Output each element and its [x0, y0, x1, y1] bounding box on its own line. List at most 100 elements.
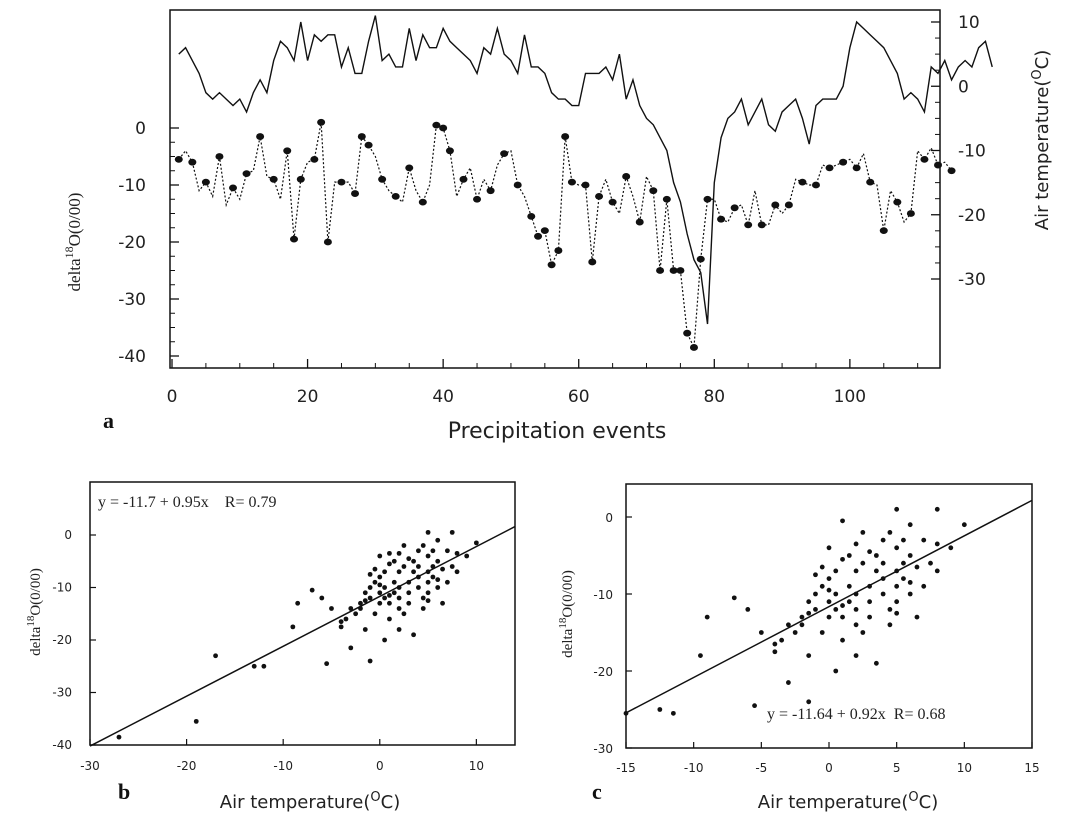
delta18o-point	[947, 167, 956, 175]
panel-c-point	[853, 607, 859, 612]
air-temperature-series	[178, 15, 993, 325]
panel-b-point	[387, 592, 392, 598]
panel-c-point	[819, 583, 825, 589]
panel-c-point	[840, 603, 845, 608]
delta18o-point	[649, 187, 658, 195]
panel-b-point	[411, 558, 416, 564]
panel-a-x-tick-label: 40	[432, 387, 454, 407]
delta18o-point	[595, 193, 604, 200]
panel-b-point	[425, 598, 431, 604]
panel-b-point	[382, 585, 388, 590]
panel-a-x-tick-label: 20	[297, 387, 319, 407]
panel-b-y-tick-label: -40	[52, 738, 72, 752]
panel-b-point	[387, 561, 392, 567]
panel-a-right-tick-label: -20	[958, 206, 986, 226]
panel-a-y-left-title: delta18O(0/00)	[62, 193, 84, 292]
panel-b-point	[430, 564, 436, 569]
panel-b-point	[425, 529, 431, 535]
panel-b-point	[358, 606, 363, 611]
panel-b-point	[338, 624, 344, 630]
panel-c-point	[853, 653, 859, 658]
panel-c-point	[934, 541, 940, 547]
panel-c-point	[826, 576, 832, 581]
panel-b-point	[261, 663, 267, 669]
panel-c-point	[880, 576, 886, 581]
delta18o-point	[662, 195, 671, 203]
panel-b-point	[444, 548, 450, 554]
panel-c-point	[961, 522, 967, 528]
delta18o-point	[771, 201, 780, 209]
panel-c-point	[813, 607, 818, 612]
delta18o-point	[391, 193, 400, 200]
delta18o-point	[669, 267, 678, 274]
delta-suffix: O(0/00)	[65, 193, 84, 247]
panel-c-point	[833, 591, 839, 597]
c-air-sup: O	[908, 790, 918, 805]
panel-b-y-tick-label: -30	[52, 686, 72, 700]
delta18o-point	[378, 175, 387, 183]
panel-c-point	[873, 660, 879, 666]
panel-c-point	[833, 568, 839, 574]
delta18o-point	[561, 133, 570, 140]
c-delta-suffix: O(0/00)	[560, 570, 576, 618]
delta18o-point	[717, 215, 726, 223]
panel-b-point	[396, 606, 402, 611]
panel-c-point	[840, 614, 845, 620]
panel-b-point	[367, 658, 373, 664]
panel-c-point	[853, 622, 859, 628]
panel-b-x-title: Air temperature(OC)	[220, 790, 400, 813]
panel-a-right-axis: 10 0 -10 -20 -30	[931, 13, 986, 290]
c-delta-sup: 18	[557, 617, 569, 629]
panel-c-letter: c	[592, 779, 602, 804]
panel-b-point	[416, 564, 421, 569]
panel-c-point	[867, 583, 872, 589]
panel-c-point	[772, 649, 778, 655]
delta18o-point	[418, 198, 427, 206]
panel-c-points	[623, 506, 967, 716]
panel-c-x-tick-label: -5	[755, 761, 767, 775]
delta18o-point	[351, 190, 360, 197]
panel-c-point	[779, 637, 785, 643]
panel-b-point	[406, 556, 412, 562]
panel-b-point	[401, 611, 407, 617]
b-delta-suffix: O(0/00)	[28, 568, 44, 616]
panel-b-point	[416, 574, 421, 580]
delta18o-point	[534, 232, 543, 240]
panel-a-letter: a	[103, 408, 114, 433]
delta18o-point	[798, 178, 807, 186]
delta18o-point	[439, 124, 448, 132]
c-air-prefix: Air temperature(	[758, 792, 909, 813]
panel-c-point	[860, 630, 866, 635]
panel-c-point	[840, 518, 845, 524]
air-prefix: Air temperature(	[1032, 80, 1053, 231]
delta18o-point	[934, 161, 942, 169]
air-temperature-line	[178, 15, 993, 325]
panel-b-point	[473, 540, 479, 546]
panel-c-regression-line	[625, 499, 1033, 714]
panel-c-point	[934, 506, 940, 512]
panel-b-point	[338, 619, 344, 625]
delta18o-point	[290, 235, 299, 243]
delta18o-point	[906, 210, 915, 217]
panel-c-x-tick-label: -15	[616, 761, 636, 775]
panel-b-point	[464, 553, 470, 559]
delta18o-point	[256, 133, 265, 140]
panel-c-point	[786, 622, 791, 628]
panel-c-point	[860, 560, 866, 566]
delta18o-point	[500, 150, 509, 158]
air-suffix: C)	[1032, 50, 1053, 70]
panel-c-point	[799, 622, 805, 628]
panel-c-point	[846, 583, 852, 589]
panel-b-point	[290, 624, 296, 630]
panel-c-point	[901, 560, 906, 566]
c-air-suffix: C)	[919, 792, 939, 813]
delta18o-point	[357, 133, 366, 140]
panel-b-point	[411, 569, 416, 575]
panel-b-point	[362, 590, 368, 596]
panel-b-point	[406, 600, 412, 606]
panel-c-point	[853, 541, 859, 547]
b-delta-prefix: delta	[28, 626, 44, 655]
delta18o-point	[656, 267, 665, 274]
panel-c-x-tick-label: 0	[825, 761, 833, 775]
